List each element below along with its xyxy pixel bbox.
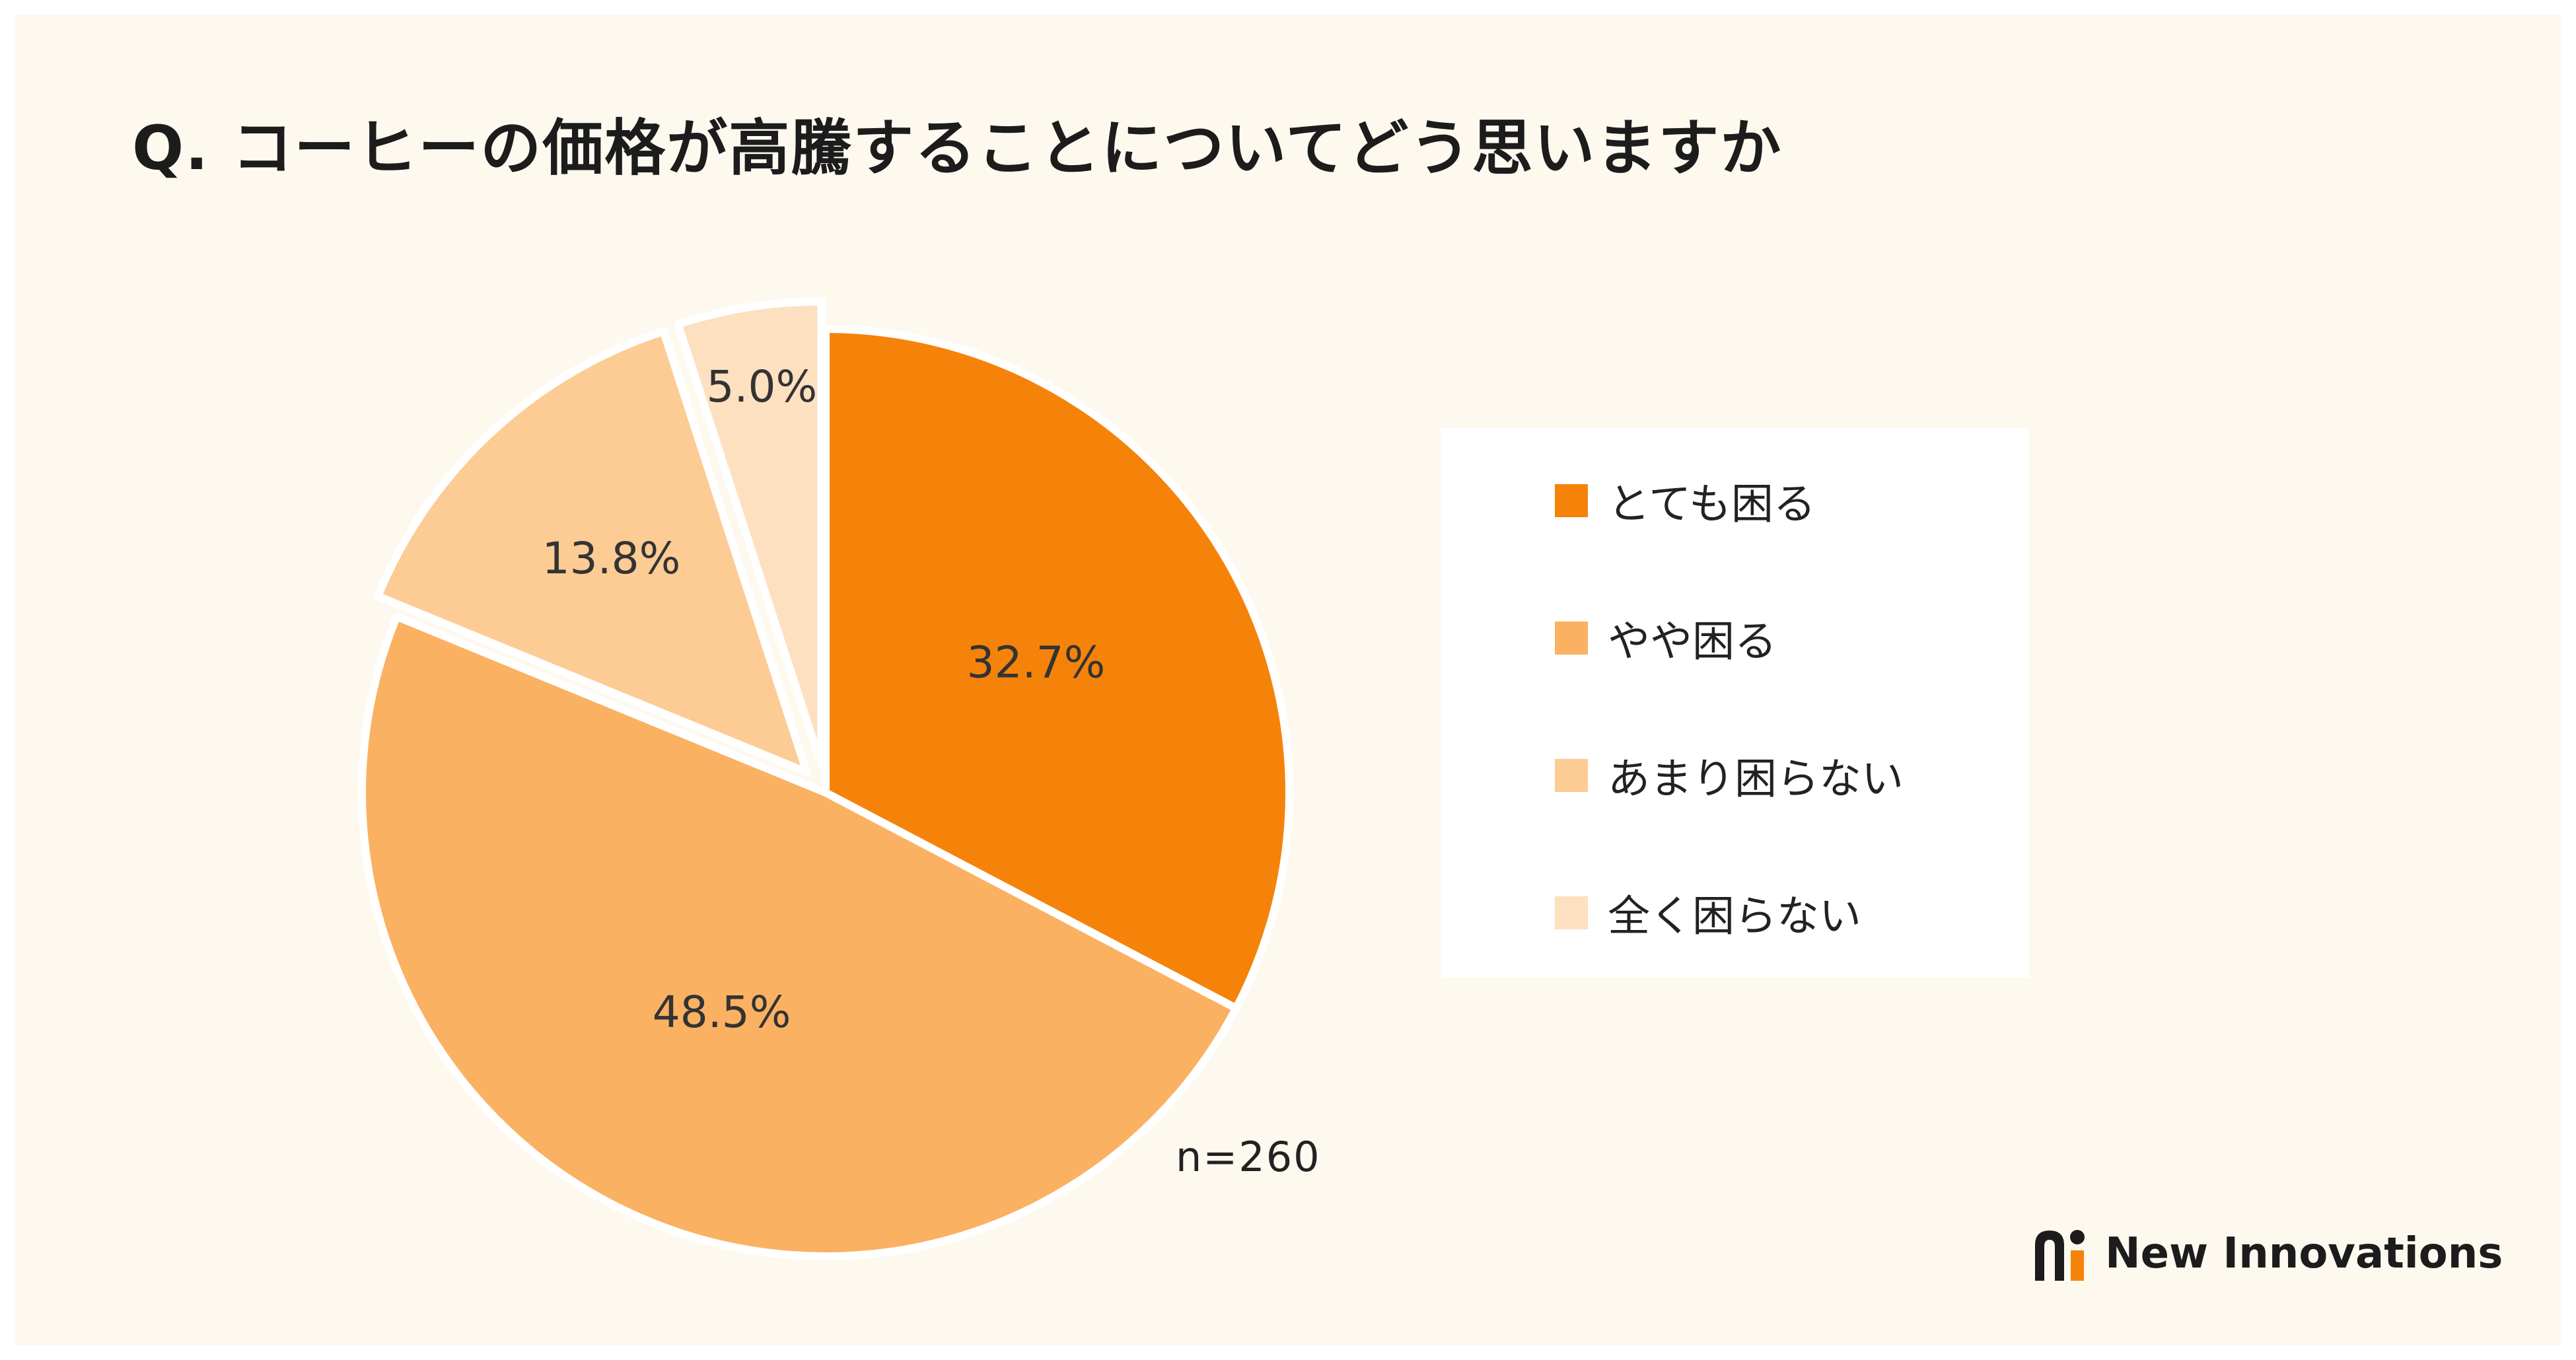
new-innovations-logo-icon (2035, 1230, 2085, 1281)
legend-swatch-2 (1555, 622, 1588, 655)
legend-swatch-1 (1555, 484, 1588, 517)
data-label-3: 13.8% (542, 533, 681, 584)
legend-label-3: あまり困らない (1608, 755, 1904, 804)
sample-size-label: n=260 (1176, 1133, 1321, 1181)
data-label-4: 5.0% (707, 361, 818, 412)
legend-item-3: あまり困らない (1555, 749, 1904, 804)
legend-item-2: やや困る (1555, 612, 1777, 666)
brand-logo: New Innovations (2031, 1225, 2503, 1282)
legend: とても困る やや困る あまり困らない 全く困らない (1441, 428, 2029, 978)
pie-slice-3 (374, 327, 811, 777)
chart-title: Q. コーヒーの価格が高騰することについてどう思いますか (132, 113, 1783, 184)
brand-name: New Innovations (2105, 1229, 2503, 1278)
legend-label-4: 全く困らない (1608, 892, 1861, 941)
legend-label-2: やや困る (1608, 618, 1777, 666)
data-label-1: 32.7% (967, 637, 1106, 688)
legend-label-1: とても困る (1608, 480, 1816, 529)
legend-swatch-3 (1555, 759, 1588, 792)
legend-swatch-4 (1555, 896, 1588, 929)
legend-item-1: とても困る (1555, 474, 1816, 529)
pie-slice-1 (822, 325, 1293, 1013)
pie-slice-4 (674, 297, 826, 769)
pie-slice-2 (358, 612, 1240, 1260)
legend-item-4: 全く困らない (1555, 886, 1861, 941)
data-label-2: 48.5% (653, 987, 791, 1038)
